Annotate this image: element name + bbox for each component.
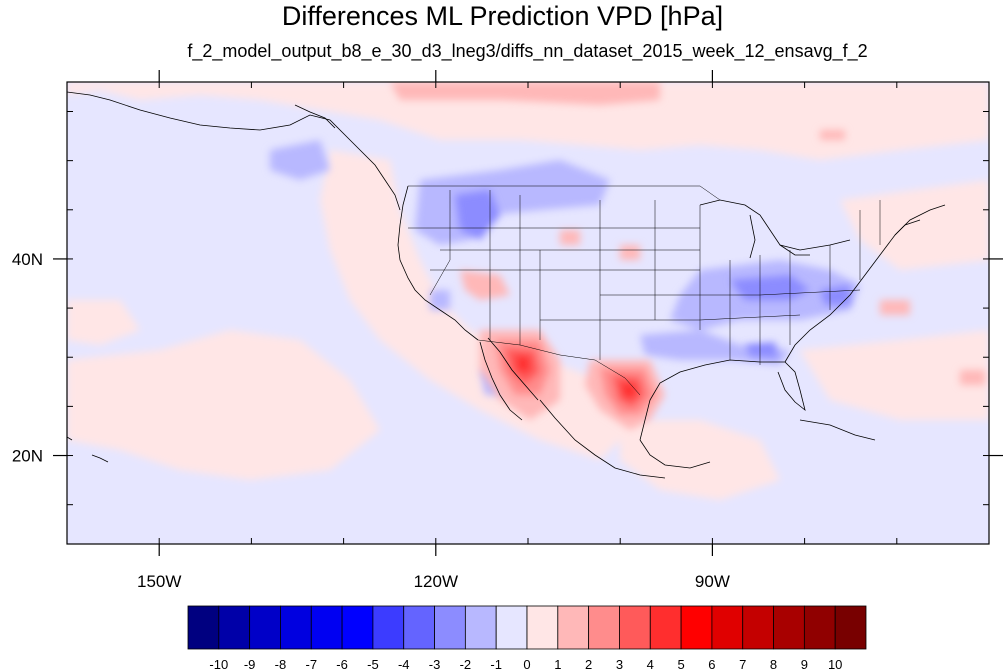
- state-borders: [408, 185, 881, 396]
- colorbar-label: -2: [460, 657, 472, 672]
- anomaly-field: [67, 82, 989, 544]
- figure-subtitle: f_2_model_output_b8_e_30_d3_lneg3/diffs_…: [187, 41, 868, 61]
- colorbar-swatch: [649, 605, 682, 650]
- x-tick-label: 120W: [414, 572, 458, 591]
- colorbar-swatch: [249, 605, 281, 650]
- colorbar-swatch: [680, 605, 713, 650]
- colorbar-swatch: [187, 605, 220, 650]
- colorbar-swatch: [557, 605, 590, 650]
- colorbar-label: 3: [616, 657, 623, 672]
- positive-anomaly-patches: [390, 82, 985, 385]
- colorbar-label: 0: [523, 657, 530, 672]
- colorbar-swatch: [372, 605, 405, 650]
- colorbar-swatch: [803, 605, 836, 650]
- colorbar-swatch: [834, 605, 867, 650]
- colorbar-label: 8: [770, 657, 777, 672]
- figure-title: Differences ML Prediction VPD [hPa]: [281, 1, 724, 31]
- colorbar-swatch: [588, 605, 620, 650]
- colorbar-label: -5: [367, 657, 379, 672]
- coastlines: [67, 91, 946, 479]
- colorbar-label: 1: [554, 657, 561, 672]
- colorbar-swatch: [742, 605, 774, 650]
- colorbar-label: 9: [801, 657, 808, 672]
- colorbar-label: -1: [490, 657, 502, 672]
- positive-anomaly-light: [67, 82, 989, 500]
- colorbar-label: 2: [585, 657, 592, 672]
- colorbar-label: -9: [244, 657, 256, 672]
- colorbar-swatch: [526, 605, 559, 650]
- colorbar-label: -7: [305, 657, 317, 672]
- colorbar-label: 6: [708, 657, 715, 672]
- x-tick-label: 150W: [137, 572, 181, 591]
- colorbar-swatch: [619, 605, 651, 650]
- colorbar-label: 10: [828, 657, 842, 672]
- colorbar-label: -4: [398, 657, 410, 672]
- colorbar-swatch: [773, 605, 805, 650]
- map-axes: 150W 120W 90W 40N 20N: [12, 70, 1003, 591]
- y-tick-label: 40N: [12, 250, 43, 269]
- colorbar-label: -10: [209, 657, 228, 672]
- colorbar-swatch: [341, 605, 374, 650]
- colorbar-label: -6: [336, 657, 348, 672]
- colorbar-label: 5: [677, 657, 684, 672]
- colorbar-label: 4: [647, 657, 654, 672]
- colorbar-swatch: [280, 605, 312, 650]
- x-tick-label: 90W: [695, 572, 730, 591]
- colorbar-label: -3: [429, 657, 441, 672]
- positive-anomaly-texas: [585, 360, 665, 430]
- colorbar-label: -8: [275, 657, 287, 672]
- colorbar-swatch: [310, 605, 343, 650]
- colorbar-swatch: [711, 605, 744, 650]
- colorbar-label: 7: [739, 657, 746, 672]
- colorbar-swatch: [495, 605, 528, 650]
- y-tick-label: 20N: [12, 447, 43, 466]
- colorbar-swatch: [464, 605, 497, 650]
- colorbar-swatch: [218, 605, 251, 650]
- colorbar-swatch: [434, 605, 466, 650]
- colorbar-swatch: [403, 605, 435, 650]
- colorbar: -10 -9 -8 -7 -6 -5 -4 -3 -2 -1 0 1 2 3 4 5 6 7 8 9 10: [187, 605, 867, 672]
